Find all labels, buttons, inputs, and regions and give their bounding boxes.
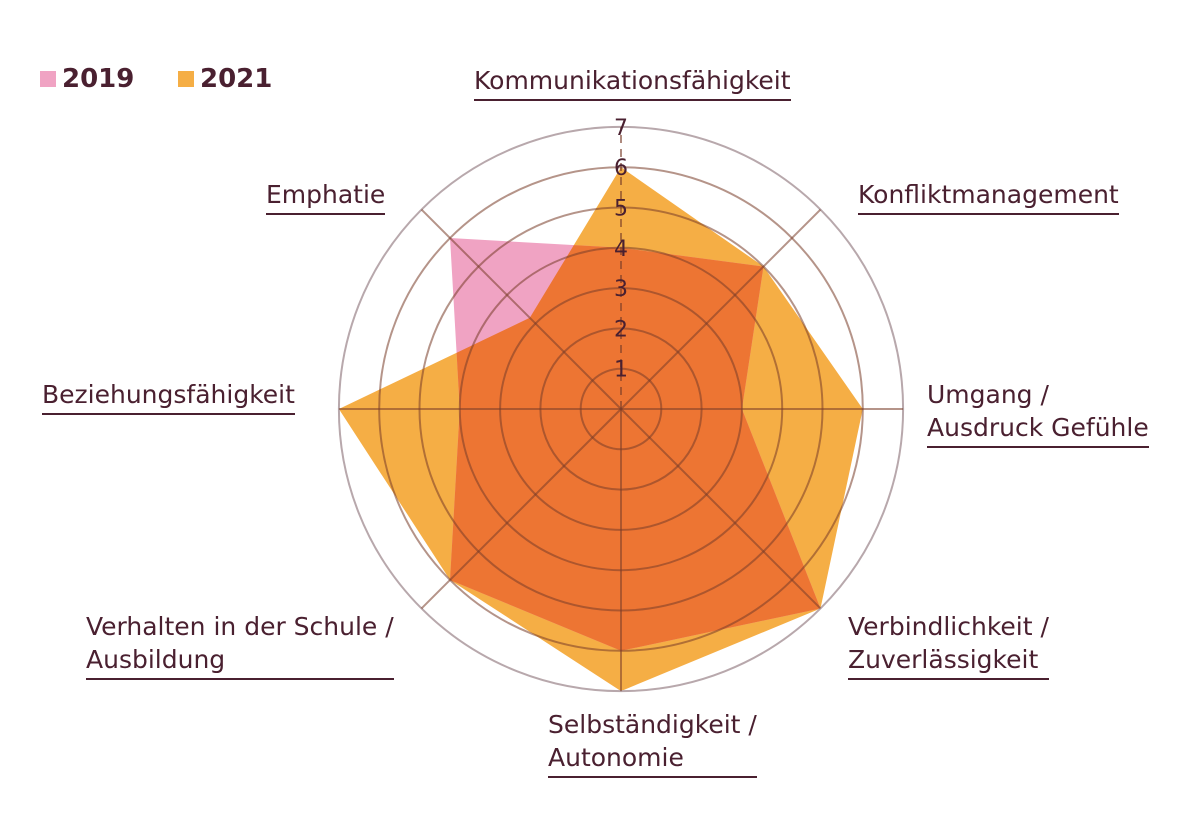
- axis-label-line: Zuverlässigkeit: [848, 645, 1039, 674]
- axis-label-line: Ausbildung: [86, 645, 226, 674]
- legend-item-2019: 2019: [40, 64, 134, 94]
- axis-label: Verbindlichkeit / Zuverlässigkeit: [848, 610, 1049, 680]
- tick-label: 2: [614, 317, 628, 342]
- axis-label-line: Umgang /: [927, 380, 1049, 409]
- axis-label-line: Ausdruck Gefühle: [927, 413, 1149, 442]
- axis-label-line: Konfliktmanagement: [858, 180, 1119, 209]
- tick-label: 5: [614, 197, 628, 222]
- axis-label: Konfliktmanagement: [858, 178, 1119, 215]
- axis-label: Kommunikationsfähigkeit: [474, 64, 791, 101]
- axis-label-line: Selbständigkeit /: [548, 710, 757, 739]
- axis-line: [420, 408, 622, 610]
- legend-label: 2021: [200, 64, 273, 94]
- tick-label: 1: [614, 358, 628, 383]
- legend-swatch-2019: [40, 71, 56, 87]
- axis-label-line: Kommunikationsfähigkeit: [474, 66, 791, 95]
- axis-label-line: Autonomie: [548, 743, 684, 772]
- tick-label: 3: [614, 277, 628, 302]
- tick-label: 4: [614, 237, 628, 262]
- axis-line: [420, 208, 622, 410]
- axis-line: [620, 408, 822, 610]
- axis-label: Verhalten in der Schule / Ausbildung: [86, 610, 394, 680]
- axis-label: Selbständigkeit / Autonomie: [548, 708, 757, 778]
- axis-label-line: Emphatie: [266, 180, 386, 209]
- legend-label: 2019: [62, 64, 135, 94]
- tick-label: 6: [614, 156, 628, 181]
- axis-label: Umgang / Ausdruck Gefühle: [927, 378, 1149, 448]
- axis-label-line: Verhalten in der Schule /: [86, 612, 394, 641]
- overlap-area: [450, 238, 821, 651]
- legend-swatch-2021: [178, 71, 194, 87]
- legend-item-2021: 2021: [178, 64, 272, 94]
- axis-label-line: Verbindlichkeit /: [848, 612, 1049, 641]
- tick-label: 7: [614, 116, 628, 141]
- axis-label: Beziehungsfähigkeit: [42, 378, 295, 415]
- axis-line: [620, 208, 822, 410]
- axis-label-line: Beziehungsfähigkeit: [42, 380, 295, 409]
- axis-label: Emphatie: [266, 178, 386, 215]
